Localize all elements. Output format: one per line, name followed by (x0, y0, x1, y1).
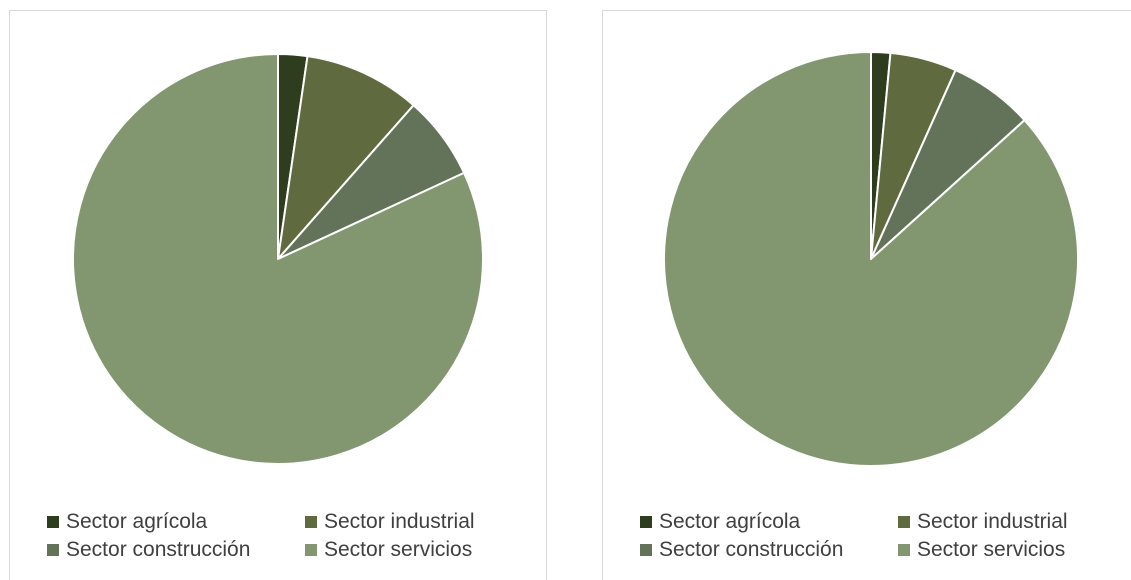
legend-label-construccion: Sector construcción (66, 538, 251, 561)
legend-item-agricola: Sector agrícola (640, 509, 898, 535)
legend-right: Sector agrícola Sector industrial Sector… (640, 509, 1110, 563)
pie-slice-servicios (72, 53, 484, 465)
pie-plot-left (72, 53, 484, 465)
legend-item-servicios: Sector servicios (898, 537, 1110, 563)
legend-label-industrial: Sector industrial (324, 510, 475, 533)
legend-item-industrial: Sector industrial (898, 509, 1110, 535)
legend-item-agricola: Sector agrícola (47, 509, 305, 535)
pie-chart-left: Sector agrícola Sector industrial Sector… (9, 10, 547, 580)
legend-swatch-industrial (898, 516, 910, 528)
legend-swatch-industrial (305, 516, 317, 528)
legend-swatch-agricola (640, 516, 652, 528)
legend-item-servicios: Sector servicios (305, 537, 517, 563)
legend-swatch-agricola (47, 516, 59, 528)
legend-swatch-construccion (640, 544, 652, 556)
legend-label-agricola: Sector agrícola (66, 510, 208, 533)
legend-item-construccion: Sector construcción (640, 537, 898, 563)
pie-plot-right (663, 51, 1079, 467)
pie-chart-right: Sector agrícola Sector industrial Sector… (602, 10, 1131, 580)
legend-left: Sector agrícola Sector industrial Sector… (47, 509, 517, 563)
legend-label-industrial: Sector industrial (917, 510, 1068, 533)
legend-item-construccion: Sector construcción (47, 537, 305, 563)
legend-item-industrial: Sector industrial (305, 509, 517, 535)
pie-slice-servicios (663, 51, 1079, 467)
legend-swatch-servicios (898, 544, 910, 556)
legend-label-agricola: Sector agrícola (659, 510, 801, 533)
legend-label-servicios: Sector servicios (324, 538, 473, 561)
legend-label-servicios: Sector servicios (917, 538, 1066, 561)
pie-slice-industrial (277, 55, 415, 260)
legend-label-construccion: Sector construcción (659, 538, 844, 561)
legend-swatch-construccion (47, 544, 59, 556)
legend-swatch-servicios (305, 544, 317, 556)
